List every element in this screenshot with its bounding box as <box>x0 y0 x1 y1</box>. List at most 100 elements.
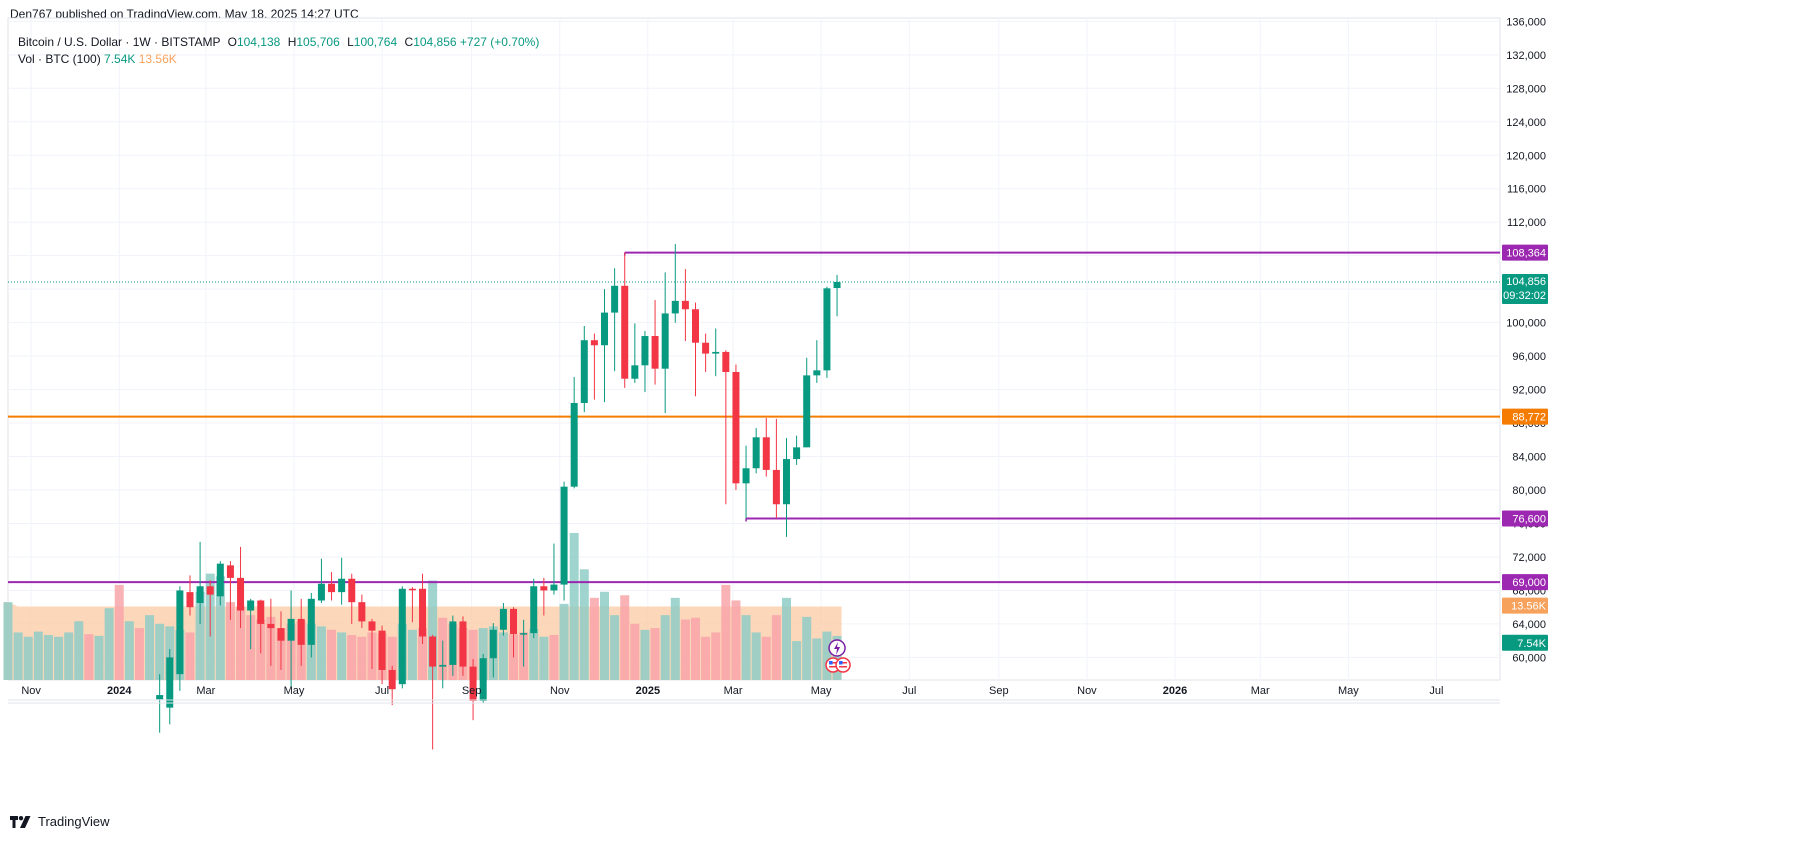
volume-bar <box>751 632 761 680</box>
change-value: +727 (+0.70%) <box>459 35 540 49</box>
lightning-event-icon <box>828 639 846 657</box>
volume-bar <box>124 621 134 680</box>
volume-bar <box>812 638 822 680</box>
x-tick-label: Nov <box>550 685 570 697</box>
candle-body <box>216 563 224 597</box>
us-flag-event-icon <box>825 657 851 673</box>
lightning-glyph <box>834 642 841 655</box>
y-tick-label: 116,000 <box>1507 184 1546 196</box>
candle-body <box>722 351 730 373</box>
volume-bar <box>3 602 13 680</box>
level-price-badge-bg <box>1502 244 1548 261</box>
volume-bar <box>236 606 246 680</box>
y-tick-label: 72,000 <box>1512 552 1546 564</box>
countdown-text: 09:32:02 <box>1503 290 1546 302</box>
candle-body <box>510 608 518 634</box>
brand-name[interactable]: TradingView <box>38 814 110 829</box>
volume-badge-bg <box>1502 597 1548 614</box>
candle-body <box>499 608 507 630</box>
y-tick-label: 128,000 <box>1506 83 1546 95</box>
volume-bar <box>721 584 731 680</box>
volume-title[interactable]: Vol · BTC (100) <box>18 52 101 66</box>
open-label: O <box>227 35 237 49</box>
candle-body <box>611 285 619 313</box>
flag-stripe <box>829 662 838 664</box>
x-tick-label: Mar <box>196 685 215 697</box>
volume-bar <box>347 635 357 680</box>
volume-bar <box>832 635 842 680</box>
volume-badge: 7.54K <box>1502 634 1548 651</box>
candle-body <box>671 300 679 314</box>
flag-circle <box>835 657 851 673</box>
volume-bar <box>822 631 832 680</box>
x-tick-label: Mar <box>724 685 743 697</box>
y-tick-label: 60,000 <box>1512 652 1546 664</box>
volume-badge-text: 7.54K <box>1517 638 1546 650</box>
candle-body <box>247 600 255 611</box>
level-price-badge-bg <box>1502 510 1548 527</box>
flag-canton <box>839 661 843 665</box>
flag-stripe <box>829 666 838 668</box>
candle-body <box>419 588 427 637</box>
low-value: 100,764 <box>353 35 398 49</box>
candle-body <box>520 633 528 635</box>
candle-body <box>469 666 477 701</box>
candle-body <box>803 375 811 448</box>
x-tick-label: Nov <box>21 685 41 697</box>
volume-bar <box>195 591 205 680</box>
y-tick-label: 120,000 <box>1506 150 1546 162</box>
y-tick-label: 136,000 <box>1506 16 1546 28</box>
last-price-badge: 104,856 09:32:02 <box>1502 273 1548 304</box>
y-tick-label: 84,000 <box>1512 452 1546 464</box>
y-tick-label: 132,000 <box>1506 50 1546 62</box>
volume-bar <box>215 576 225 680</box>
x-tick-label: Jul <box>902 685 916 697</box>
volume-bar <box>630 623 640 680</box>
volume-bar <box>84 634 94 680</box>
level-price-text: 69,000 <box>1512 577 1546 589</box>
candle-body <box>388 669 396 690</box>
candle-body <box>631 365 639 379</box>
horizontal-levels[interactable] <box>8 251 1500 584</box>
tradingview-logo-icon <box>10 815 31 828</box>
candle-body <box>489 629 497 659</box>
level-price-badge-bg <box>1502 408 1548 425</box>
level-price-badge: 69,000 <box>1502 574 1548 591</box>
volume-bar <box>579 569 589 680</box>
volume-bar <box>600 591 610 680</box>
candle-body <box>358 602 366 622</box>
y-tick-label: 124,000 <box>1506 117 1546 129</box>
volume-bar <box>468 629 478 680</box>
candle-body <box>641 336 649 366</box>
volume-bar <box>155 623 165 680</box>
y-tick-label: 92,000 <box>1512 385 1546 397</box>
candle-body <box>277 628 285 641</box>
candle-body <box>176 590 184 675</box>
volume-bar <box>407 629 417 680</box>
volume-bar <box>781 597 791 680</box>
candle-body <box>661 313 669 369</box>
volume-bar <box>650 628 660 680</box>
volume-bar <box>660 615 670 680</box>
volume-bar <box>225 602 235 680</box>
candle-body <box>449 621 457 665</box>
x-tick-label: May <box>811 685 832 697</box>
plot-frame <box>7 17 1501 681</box>
candle-body <box>762 437 770 470</box>
last-price-text: 104,856 <box>1506 276 1546 288</box>
symbol-title[interactable]: Bitcoin / U.S. Dollar · 1W · BITSTAMP <box>18 35 221 49</box>
level-price-text: 88,772 <box>1512 412 1546 424</box>
candle-body <box>237 577 245 611</box>
volume-bar <box>13 632 23 680</box>
volume-bar <box>478 628 488 680</box>
level-price-badge-bg <box>1502 574 1548 591</box>
y-tick-label: 96,000 <box>1512 351 1546 363</box>
candle-body <box>429 636 437 667</box>
candle-body <box>348 578 356 603</box>
candle-body <box>479 658 487 701</box>
volume-bar <box>761 636 771 680</box>
volume-bar <box>104 608 114 680</box>
axis-labels: 60,00064,00068,00072,00076,00080,00084,0… <box>21 16 1548 697</box>
